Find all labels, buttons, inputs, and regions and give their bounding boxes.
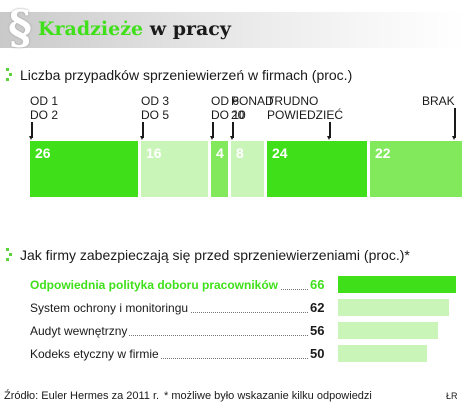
category-label: 20 [231,108,245,122]
category-label: BRAK [422,94,455,108]
header-band [0,12,466,48]
category-tick [140,122,144,140]
bar-segment: 22 [370,141,462,197]
category-label: Kodeks etyczny w firmie [30,346,161,362]
page-title: Kradzieże w pracy [38,17,231,41]
source-note: Źródło: Euler Hermes za 2011 r. [4,390,160,402]
data-label: 56 [310,323,325,338]
bar [338,276,456,293]
data-label: 22 [375,145,391,161]
data-label: 62 [310,300,325,315]
bar [338,322,438,339]
bar [338,345,427,362]
category-tick [327,122,331,140]
leader-dots [30,358,308,359]
category-label: TRUDNO [267,94,319,108]
header: § Kradzieże w pracy [0,0,466,56]
category-label: System ochrony i monitoringu [30,300,191,316]
category-label: OD 1 [30,94,59,108]
leader-dots [30,335,308,336]
title-accent: Kradzieże [38,18,144,40]
data-label: 16 [146,145,162,161]
data-label: 4 [216,145,224,161]
protection-row: Kodeks etyczny w firmie 50 [30,345,460,363]
data-label: 24 [272,145,288,161]
category-tick [29,122,33,140]
category-label: DO 2 [30,108,59,122]
category-tick [452,108,456,140]
bullet-icon [6,248,18,262]
data-label: 50 [310,346,325,361]
data-label: 8 [236,145,244,161]
data-label: 66 [310,277,325,292]
category-label: PONAD [231,94,274,108]
title-rest: w pracy [149,18,231,40]
author-initials: ŁR [446,391,458,401]
protection-row: Audyt wewnętrzny 56 [30,322,460,340]
category-tick [210,122,214,140]
section-sign-logo: § [7,0,33,54]
category-label: Audyt wewnętrzny [30,323,130,339]
bar-segment: 26 [30,141,138,197]
data-label: 26 [35,145,51,161]
category-label: POWIEDZIEĆ [267,108,344,122]
category-label: OD 6 [211,94,240,108]
bullet-icon [6,68,18,82]
protection-row: System ochrony i monitoringu 62 [30,299,460,317]
category-label: OD 3 [141,94,170,108]
bar-segment: 24 [267,141,367,197]
category-tick [230,122,234,140]
category-label: Odpowiednia polityka doboru pracowników [30,277,281,293]
category-label: DO 5 [141,108,170,122]
protection-chart-title: Jak firmy zabezpieczają się przed sprzen… [20,247,410,263]
bar-segment: 16 [141,141,208,197]
bar-segment: 8 [231,141,264,197]
footnote: * możliwe było wskazanie kilku odpowiedz… [164,390,372,402]
stacked-chart-title: Liczba przypadków sprzeniewierzeń w firm… [20,67,353,83]
category-label: DO 10 [211,108,246,122]
bar [338,299,449,316]
protection-row: Odpowiednia polityka doboru pracowników 6… [30,276,460,294]
bar-segment: 4 [211,141,228,197]
